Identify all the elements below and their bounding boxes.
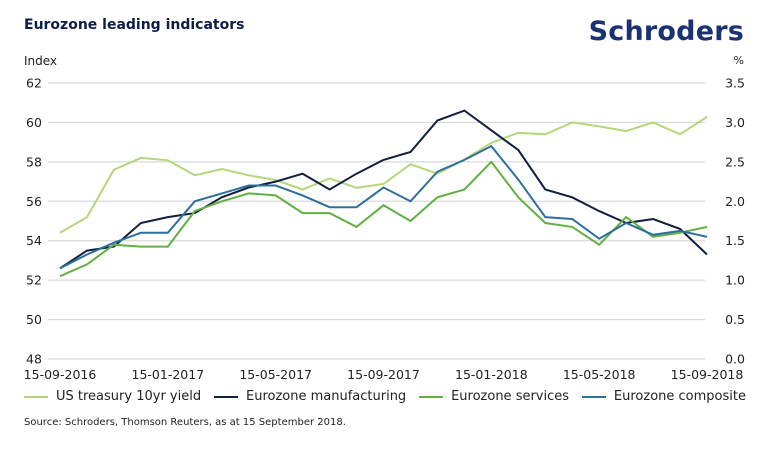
chart-title: Eurozone leading indicators <box>24 17 245 33</box>
y2-tick-label: 2.5 <box>725 154 745 169</box>
legend-swatch <box>213 395 238 398</box>
y-tick-label: 58 <box>26 154 42 169</box>
right-axis-unit: % <box>733 54 744 67</box>
y2-tick-label: 3.0 <box>725 115 745 130</box>
x-tick-label: 15-05-2018 <box>563 367 636 382</box>
legend-label: Eurozone manufacturing <box>245 389 407 404</box>
legend-item-us-treasury: US treasury 10yr yield <box>24 389 201 404</box>
legend: US treasury 10yr yield Eurozone manufact… <box>24 389 746 404</box>
y-tick-label: 60 <box>26 115 42 130</box>
x-tick-label: 15-09-2017 <box>347 367 420 382</box>
legend-label: Eurozone services <box>451 389 570 404</box>
y-tick-label: 54 <box>26 233 42 248</box>
y2-tick-label: 0.0 <box>725 352 745 367</box>
x-tick-label: 15-09-2018 <box>671 367 744 382</box>
series-lines <box>59 109 708 278</box>
left-axis-ticks: 48 50 52 54 56 58 60 62 <box>26 76 42 367</box>
gridlines <box>48 82 705 360</box>
x-tick-label: 15-05-2017 <box>239 367 312 382</box>
legend-item-manufacturing: Eurozone manufacturing <box>213 389 407 404</box>
legend-swatch <box>419 395 444 398</box>
legend-label: US treasury 10yr yield <box>56 389 202 404</box>
y-tick-label: 56 <box>26 194 42 209</box>
left-axis-unit: Index <box>24 54 58 68</box>
x-tick-label: 15-01-2017 <box>132 367 205 382</box>
y-tick-label: 52 <box>26 273 42 288</box>
y-tick-label: 48 <box>26 352 42 367</box>
y2-tick-label: 1.0 <box>725 273 745 288</box>
schroders-logo: Schroders <box>588 16 744 47</box>
y2-tick-label: 0.5 <box>725 312 745 327</box>
legend-label: Eurozone composite <box>613 389 746 404</box>
source-note: Source: Schroders, Thomson Reuters, as a… <box>24 417 346 428</box>
y2-tick-label: 3.5 <box>725 76 745 91</box>
legend-item-composite: Eurozone composite <box>581 389 746 404</box>
series-line-us-treasury-10yr-yield <box>59 116 708 234</box>
legend-swatch <box>581 395 606 398</box>
series-line-eurozone-composite <box>59 144 708 270</box>
x-tick-label: 15-01-2018 <box>455 367 528 382</box>
y2-tick-label: 1.5 <box>725 233 745 248</box>
legend-item-services: Eurozone services <box>419 389 569 404</box>
series-line-eurozone-services <box>59 160 708 278</box>
y2-tick-label: 2.0 <box>725 194 745 209</box>
series-line-eurozone-manufacturing <box>59 109 708 270</box>
legend-swatch <box>24 395 48 398</box>
right-axis-ticks: 0.0 0.5 1.0 1.5 2.0 2.5 3.0 3.5 <box>725 76 745 367</box>
x-tick-label: 15-09-2016 <box>24 367 97 382</box>
y-tick-label: 50 <box>26 312 42 327</box>
y-tick-label: 62 <box>26 76 42 91</box>
x-axis-ticks: 15-09-2016 15-01-2017 15-05-2017 15-09-2017… <box>24 367 744 382</box>
